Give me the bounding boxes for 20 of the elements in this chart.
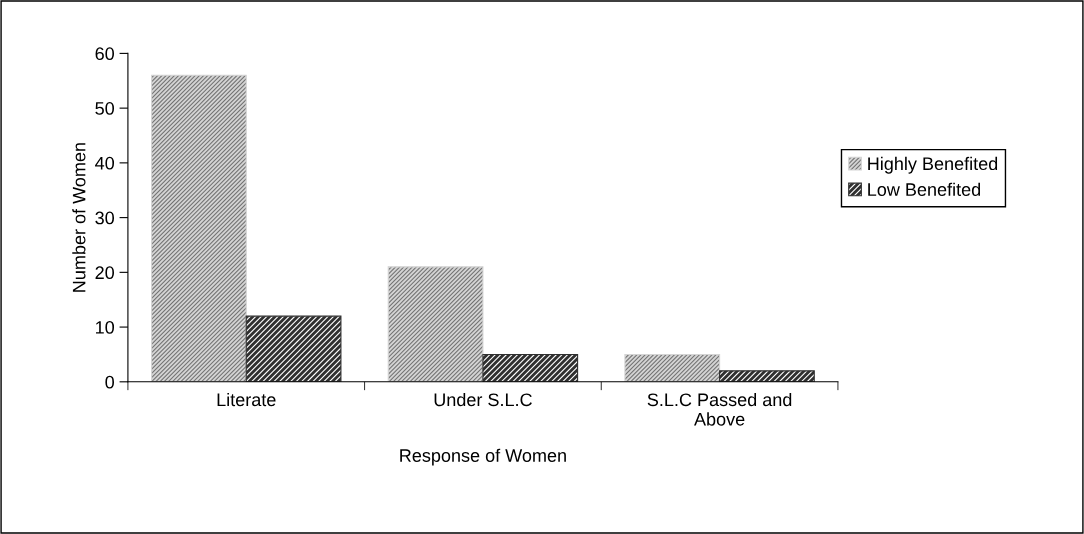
y-tick-label: 40 [95,156,115,170]
bar [387,266,484,382]
y-tick-label: 30 [95,211,115,225]
x-axis-title: Response of Women [400,448,566,466]
bar [245,315,342,382]
y-tick-label: 0 [105,375,115,389]
bar [482,353,579,382]
bar [151,74,247,382]
y-tick-label: 10 [96,321,115,334]
y-tick-label: 50 [95,102,115,115]
x-tick-label: Literate [217,392,276,407]
bar [719,370,815,382]
bar [624,353,721,382]
x-tick-label: Under S.L.C [434,392,532,407]
legend-label: Highly Benefited [868,156,998,174]
y-tick-label: 60 [95,47,115,61]
y-axis-title: Number of Women [72,143,86,292]
legend-label: Low Benefited [868,182,981,196]
x-tick-label: S.L.C Passed and Above [647,392,792,426]
y-tick-label: 20 [95,266,115,280]
